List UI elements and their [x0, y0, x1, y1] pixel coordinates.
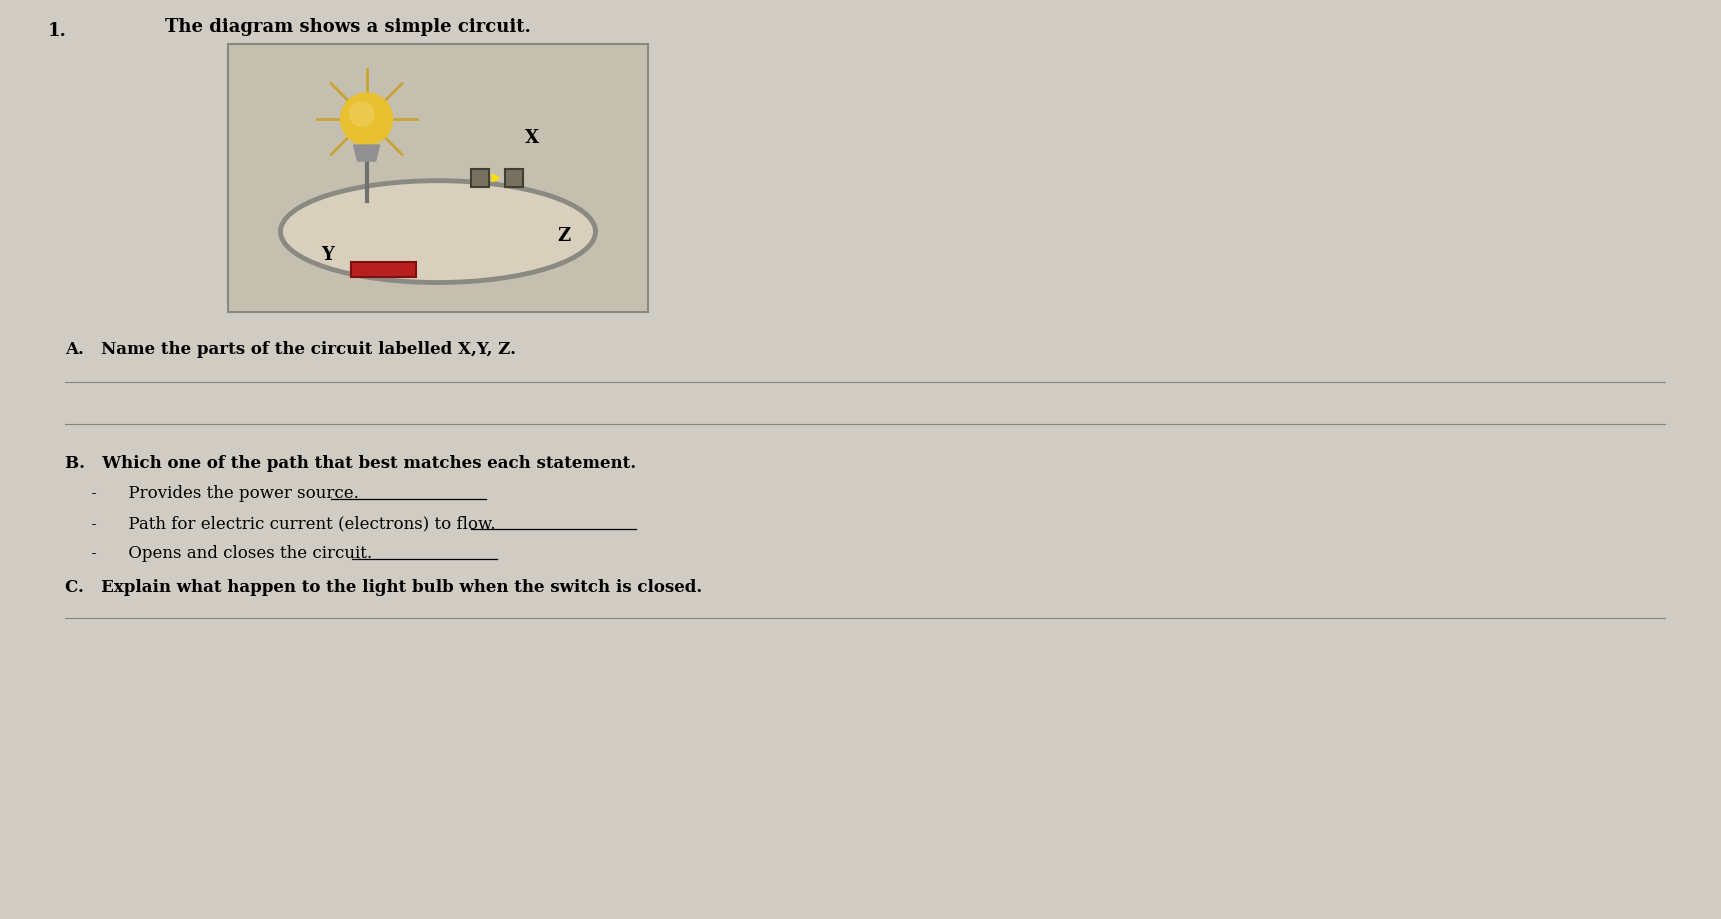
FancyBboxPatch shape [504, 170, 523, 187]
FancyBboxPatch shape [472, 170, 489, 187]
FancyBboxPatch shape [227, 45, 649, 312]
Text: -      Path for electric current (electrons) to flow.: - Path for electric current (electrons) … [65, 515, 496, 531]
Circle shape [349, 103, 373, 127]
Circle shape [341, 94, 392, 146]
Ellipse shape [281, 181, 595, 283]
Text: X: X [525, 129, 539, 147]
Text: The diagram shows a simple circuit.: The diagram shows a simple circuit. [165, 18, 530, 36]
Polygon shape [353, 146, 380, 162]
Text: -      Opens and closes the circuit.: - Opens and closes the circuit. [65, 544, 372, 562]
Text: A.   Name the parts of the circuit labelled X,Y, Z.: A. Name the parts of the circuit labelle… [65, 341, 516, 357]
Text: C.   Explain what happen to the light bulb when the switch is closed.: C. Explain what happen to the light bulb… [65, 578, 702, 596]
FancyBboxPatch shape [351, 262, 416, 278]
Text: -      Provides the power source.: - Provides the power source. [65, 484, 360, 502]
Text: Z: Z [558, 226, 571, 244]
Text: 1.: 1. [48, 22, 67, 40]
Text: B.   Which one of the path that best matches each statement.: B. Which one of the path that best match… [65, 455, 637, 471]
Text: Y: Y [320, 246, 334, 264]
